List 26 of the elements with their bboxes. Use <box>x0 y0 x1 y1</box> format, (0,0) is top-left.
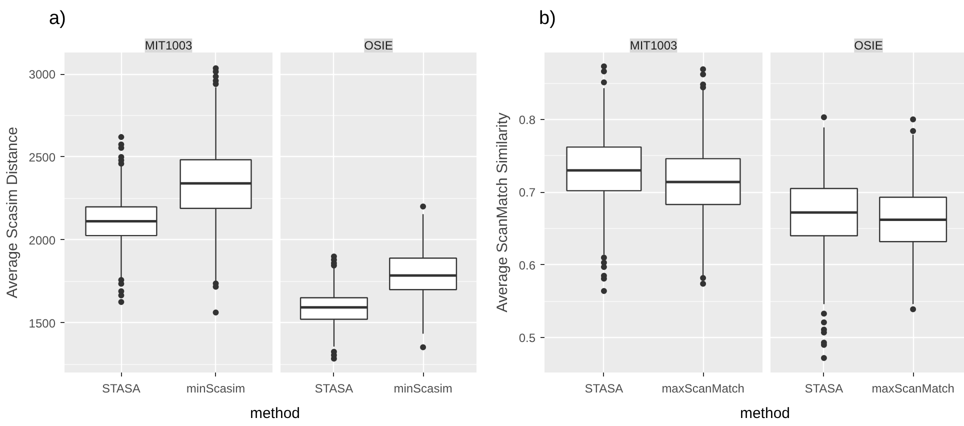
x-axis-title: method <box>250 404 300 424</box>
text: b) <box>539 7 556 31</box>
y-axis-title: Average Scasim Distance <box>4 126 21 298</box>
x-tick-label: STASA <box>102 382 140 396</box>
x-axis-title: method <box>740 404 790 424</box>
chart-title: MIT1003 <box>630 38 678 52</box>
x-tick-label: maxScanMatch <box>662 382 744 396</box>
y-tick-label: 0.5 <box>518 331 536 346</box>
x-tick-label: STASA <box>804 382 844 396</box>
x-tick-label: STASA <box>314 382 354 396</box>
x-tick-label: STASA <box>584 382 624 396</box>
y-tick-label: 0.7 <box>518 186 536 200</box>
chart-title: OSIE <box>854 38 883 52</box>
y-tick-label: 0.8 <box>518 112 536 127</box>
y-tick-label: 2000 <box>28 233 56 248</box>
y-tick-label: 0.6 <box>518 258 536 272</box>
chart-title: OSIE <box>364 38 393 52</box>
chart-title: MIT1003 <box>144 38 193 52</box>
y-tick-label: 1500 <box>28 316 56 330</box>
x-tick-label: minScasim <box>186 382 246 396</box>
x-tick-label: maxScanMatch <box>872 382 954 396</box>
y-axis-title: Average ScanMatch Similarity <box>494 112 511 312</box>
y-tick-label: 3000 <box>28 68 56 82</box>
x-tick-label: minScasim <box>394 382 452 396</box>
text: a) <box>49 7 66 31</box>
y-tick-label: 2500 <box>28 150 56 164</box>
